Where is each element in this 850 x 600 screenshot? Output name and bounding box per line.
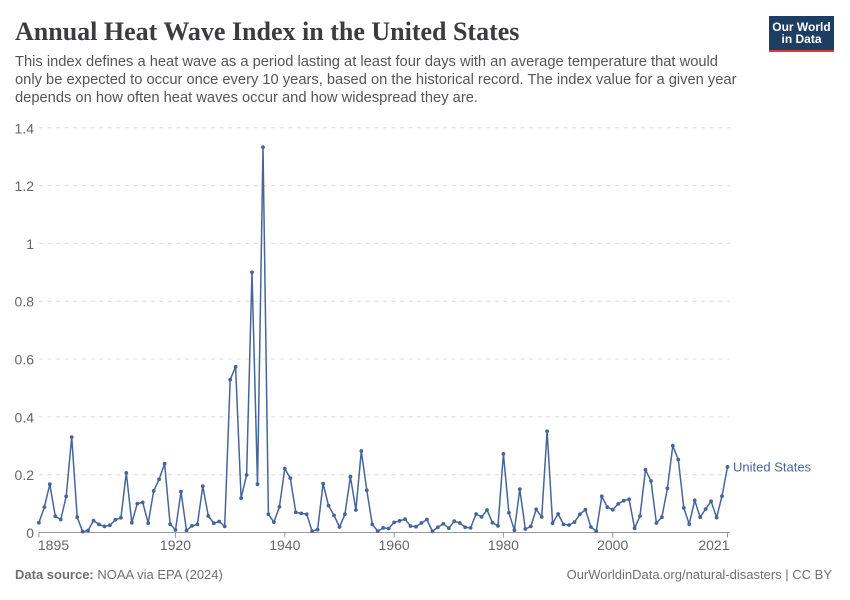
svg-text:0: 0 xyxy=(26,525,34,541)
svg-text:2000: 2000 xyxy=(597,537,628,553)
svg-text:2021: 2021 xyxy=(698,537,729,553)
svg-text:1960: 1960 xyxy=(379,537,410,553)
svg-text:0.8: 0.8 xyxy=(15,294,35,310)
svg-text:1920: 1920 xyxy=(160,537,191,553)
svg-text:1: 1 xyxy=(26,236,34,252)
svg-text:United States: United States xyxy=(733,460,812,475)
svg-text:1895: 1895 xyxy=(38,537,69,553)
svg-text:1.4: 1.4 xyxy=(15,120,35,136)
svg-text:1940: 1940 xyxy=(269,537,300,553)
svg-text:0.2: 0.2 xyxy=(15,467,35,483)
svg-text:0.4: 0.4 xyxy=(15,409,35,425)
svg-text:1.2: 1.2 xyxy=(15,178,35,194)
svg-text:0.6: 0.6 xyxy=(15,352,35,368)
svg-text:1980: 1980 xyxy=(488,537,519,553)
